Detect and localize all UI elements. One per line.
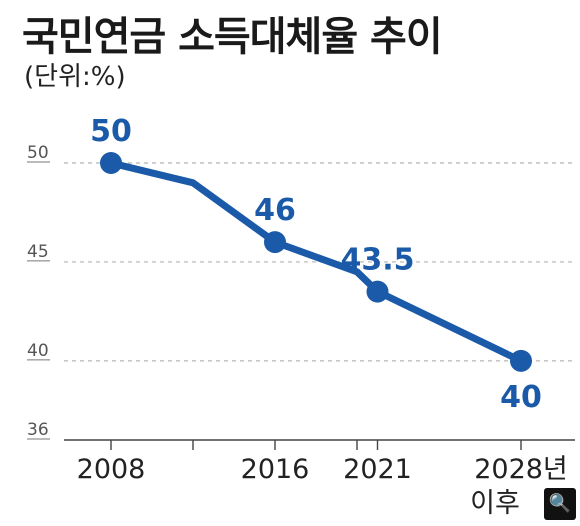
data-point: [100, 152, 122, 174]
y-tick-label: 36: [27, 420, 49, 440]
data-point: [510, 349, 532, 372]
x-tick-sublabel: 이후: [470, 488, 520, 519]
zoom-button[interactable]: 🔍: [544, 488, 576, 520]
chart-title: 국민연금 소득대체율 추이: [22, 14, 443, 60]
y-tick-label: 45: [27, 242, 49, 262]
x-tick-label: 2016: [241, 454, 310, 485]
chart-unit: (단위:%): [24, 62, 126, 92]
data-point: [264, 231, 286, 254]
grid-lines: 50 45 40 36: [27, 143, 575, 440]
x-tick-label: 2021: [343, 454, 412, 485]
magnifier-icon: 🔍: [548, 493, 572, 514]
y-tick-label: 50: [27, 143, 49, 163]
series-line-group: [107, 159, 525, 365]
x-tick-label: 2008: [77, 454, 146, 485]
data-label: 46: [254, 193, 296, 228]
data-labels: 50 46 43.5 40: [90, 114, 542, 415]
series-line: [107, 159, 525, 365]
y-tick-label: 40: [27, 341, 49, 361]
data-label: 50: [90, 114, 132, 149]
data-points: [100, 152, 532, 372]
data-label: 43.5: [340, 243, 414, 278]
data-point: [366, 280, 389, 303]
x-tick-label: 2028년: [474, 454, 568, 485]
data-label: 40: [500, 380, 542, 415]
